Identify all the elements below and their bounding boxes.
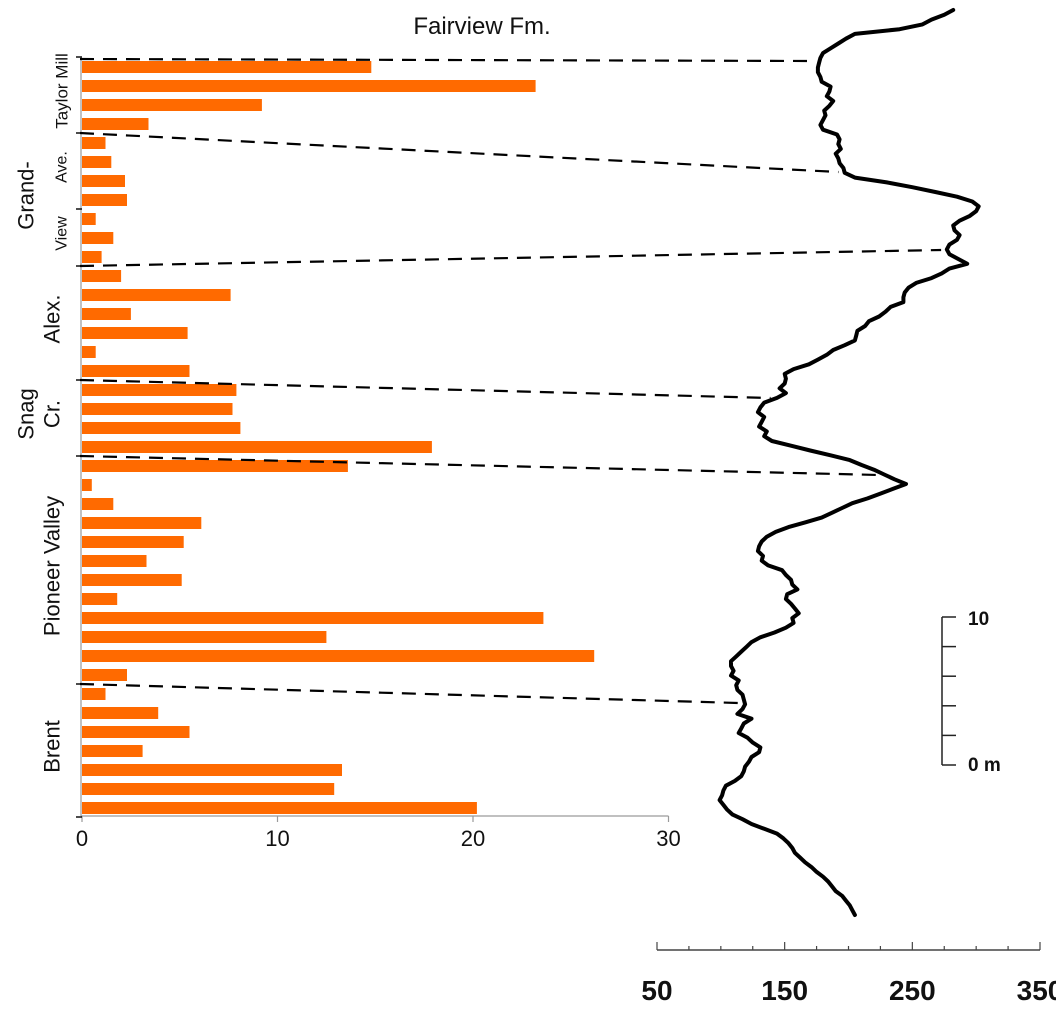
x-axis: 0 10 20 30	[76, 57, 681, 851]
contact-line-5	[79, 682, 739, 705]
bar-6-0	[82, 688, 106, 700]
formation-labels: Taylor Mill Ave. View Alex. Cr. Pioneer Valle…	[14, 53, 82, 818]
formation-contacts	[79, 57, 942, 705]
bar-5-8	[82, 612, 544, 624]
bar-3-4	[82, 346, 96, 358]
bar-2-1	[82, 232, 114, 244]
bar-5-9	[82, 631, 327, 643]
group-label-snag: Snag	[14, 388, 39, 439]
bar-5-10	[82, 650, 595, 662]
bars	[82, 61, 595, 814]
bar-0-3	[82, 118, 149, 130]
bar-2-0	[82, 213, 96, 225]
bar-3-0	[82, 270, 122, 282]
bar-3-2	[82, 308, 131, 320]
x-tick-label-3: 30	[656, 826, 680, 851]
formation-label-2: View	[54, 216, 71, 251]
contact-line-3	[79, 378, 771, 400]
bar-5-6	[82, 574, 182, 586]
log-value-scale: 50 150 250 350	[641, 942, 1056, 1006]
bar-4-0	[82, 384, 237, 396]
group-label-grandview: Grand-	[14, 161, 39, 229]
bar-6-6	[82, 802, 477, 814]
bar-6-2	[82, 726, 190, 738]
bar-2-2	[82, 251, 102, 263]
contact-line-2	[79, 248, 942, 268]
formation-label-0: Taylor Mill	[53, 53, 72, 129]
bar-1-1	[82, 156, 112, 168]
contact-line-1	[79, 131, 839, 174]
formation-label-3: Alex.	[40, 295, 65, 344]
bar-5-2	[82, 498, 114, 510]
contact-line-0	[79, 57, 814, 63]
bar-5-4	[82, 536, 184, 548]
bar-6-1	[82, 707, 159, 719]
bar-5-1	[82, 479, 92, 491]
bar-3-5	[82, 365, 190, 377]
bar-4-3	[82, 441, 432, 453]
chart-title: Fairview Fm.	[413, 13, 550, 40]
bar-1-3	[82, 194, 127, 206]
bar-5-3	[82, 517, 202, 529]
bar-0-2	[82, 99, 262, 111]
contact-line-4	[79, 454, 880, 477]
depth-scale-label-top: 10	[968, 609, 989, 630]
bar-1-0	[82, 137, 106, 149]
bar-6-4	[82, 764, 342, 776]
log-scale-label-2: 250	[889, 975, 936, 1006]
bar-5-0	[82, 460, 348, 472]
formation-label-5: Pioneer Valley	[40, 496, 65, 636]
bar-5-7	[82, 593, 118, 605]
bar-4-2	[82, 422, 241, 434]
bar-5-11	[82, 669, 127, 681]
gamma-log-curve	[717, 8, 981, 917]
depth-scale: 10 0 m	[941, 609, 1001, 776]
x-tick-label-2: 20	[461, 826, 485, 851]
log-scale-label-1: 150	[761, 975, 808, 1006]
bar-0-0	[82, 61, 372, 73]
bar-0-1	[82, 80, 536, 92]
formation-label-1: Ave.	[54, 151, 71, 183]
depth-scale-label-bottom: 0 m	[968, 755, 1001, 776]
bar-5-5	[82, 555, 147, 567]
bar-3-3	[82, 327, 188, 339]
bar-6-5	[82, 783, 335, 795]
formation-label-4: Cr.	[40, 400, 65, 428]
bar-1-2	[82, 175, 125, 187]
formation-label-6: Brent	[40, 720, 65, 773]
x-tick-label-1: 10	[265, 826, 289, 851]
log-scale-label-3: 350	[1017, 975, 1056, 1006]
bar-3-1	[82, 289, 231, 301]
log-scale-label-0: 50	[641, 975, 672, 1006]
bar-4-1	[82, 403, 233, 415]
x-tick-label-0: 0	[76, 826, 88, 851]
bar-6-3	[82, 745, 143, 757]
